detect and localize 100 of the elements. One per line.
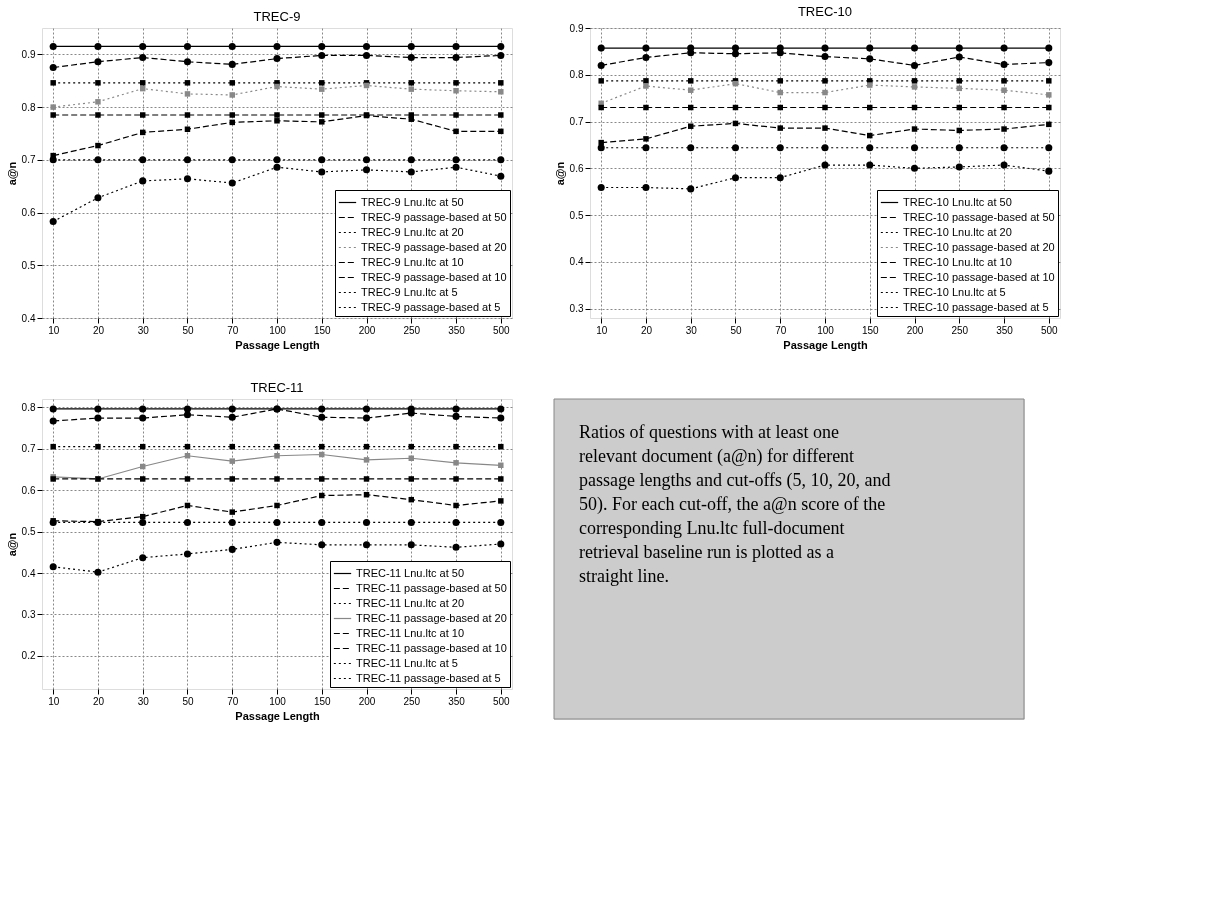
point <box>498 443 504 450</box>
point <box>955 163 963 171</box>
point <box>866 44 874 52</box>
point <box>821 44 829 52</box>
y-tick-label: 0.6 <box>21 484 36 496</box>
point <box>407 42 415 50</box>
point <box>318 168 326 176</box>
point <box>229 112 235 118</box>
point <box>229 509 235 515</box>
y-tick-label: 0.5 <box>21 526 36 538</box>
x-tick-label: 50 <box>730 324 742 336</box>
point <box>228 405 236 413</box>
point <box>643 104 649 111</box>
point <box>94 405 102 413</box>
point <box>407 518 415 526</box>
point <box>642 44 650 52</box>
point <box>184 80 191 86</box>
point <box>452 405 460 413</box>
point <box>1046 78 1052 84</box>
y-tick-label: 0.2 <box>21 650 36 662</box>
point <box>1000 44 1008 52</box>
point <box>49 156 57 164</box>
point <box>498 476 504 482</box>
point <box>821 161 829 169</box>
point <box>497 540 505 548</box>
point <box>274 112 280 118</box>
point <box>597 61 605 69</box>
x-tick-label: 50 <box>182 324 194 336</box>
point <box>776 49 784 57</box>
legend-label: TREC-9 passage-based at 50 <box>361 210 507 223</box>
y-tick-label: 0.7 <box>21 443 36 455</box>
point <box>319 476 325 482</box>
point <box>273 538 281 546</box>
point <box>94 194 102 202</box>
chart-title: TREC-9 <box>253 9 301 24</box>
point <box>362 414 371 422</box>
x-tick-label: 150 <box>861 324 880 336</box>
y-tick-label: 0.9 <box>569 22 584 34</box>
point <box>687 49 695 57</box>
point <box>453 112 459 118</box>
point <box>822 125 828 131</box>
point <box>407 54 415 62</box>
point <box>228 179 236 187</box>
point <box>273 42 281 50</box>
x-axis-title: Passage Length <box>783 338 868 351</box>
legend-label: TREC-10 passage-based at 20 <box>903 240 1055 253</box>
point <box>1045 144 1053 152</box>
point <box>139 414 147 422</box>
point <box>407 409 415 417</box>
point <box>408 476 415 482</box>
chart-title: TREC-11 <box>250 380 304 395</box>
point <box>642 183 650 192</box>
point <box>497 172 505 180</box>
point <box>497 518 505 526</box>
point <box>687 87 694 93</box>
point <box>910 61 919 69</box>
y-tick-label: 0.7 <box>21 154 36 166</box>
y-axis-title: a@n <box>553 161 566 186</box>
legend-label: TREC-11 Lnu.ltc at 10 <box>356 626 465 639</box>
point <box>228 413 236 421</box>
point <box>452 156 460 164</box>
x-tick-label: 20 <box>92 324 105 336</box>
point <box>866 161 874 169</box>
point <box>95 142 101 149</box>
point <box>273 518 281 526</box>
x-tick-label: 20 <box>640 324 653 336</box>
point <box>453 502 459 509</box>
legend-label: TREC-10 passage-based at 10 <box>903 270 1055 283</box>
point <box>866 144 874 152</box>
point <box>407 541 415 549</box>
point <box>452 412 460 420</box>
point <box>228 60 236 68</box>
point <box>452 518 460 526</box>
point <box>274 476 280 482</box>
y-tick-label: 0.4 <box>569 256 584 268</box>
point <box>497 156 505 164</box>
x-tick-label: 20 <box>92 695 105 707</box>
y-tick-label: 0.6 <box>21 207 36 219</box>
point <box>49 217 57 226</box>
point <box>362 518 371 526</box>
point <box>822 89 828 96</box>
point <box>822 78 828 84</box>
point <box>228 518 236 526</box>
point <box>362 156 371 164</box>
x-tick-label: 30 <box>137 324 150 336</box>
point <box>776 174 784 182</box>
x-tick-label: 250 <box>403 324 421 336</box>
point <box>1045 59 1053 67</box>
y-axis-title: a@n <box>5 532 18 557</box>
chart-title: TREC-10 <box>797 4 853 19</box>
legend-label: TREC-11 Lnu.ltc at 5 <box>356 656 458 669</box>
point <box>687 78 694 84</box>
point <box>228 545 236 553</box>
x-tick-label: 200 <box>358 324 376 336</box>
point <box>318 413 326 421</box>
point <box>94 58 102 66</box>
point <box>452 42 460 50</box>
point <box>821 53 829 61</box>
point <box>274 453 280 459</box>
x-tick-label: 10 <box>48 695 60 707</box>
